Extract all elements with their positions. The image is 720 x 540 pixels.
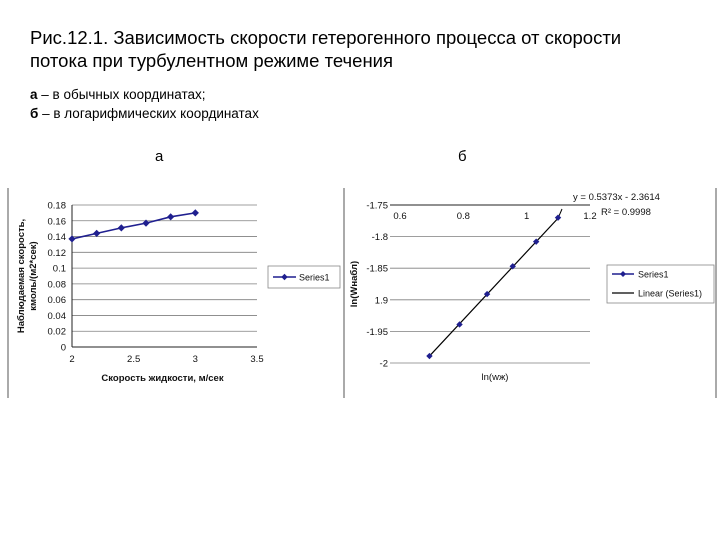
chart-a-ytick-label: 0.18 — [48, 201, 67, 212]
chart-b-trendline — [429, 217, 559, 357]
chart-a-legend-marker — [281, 273, 288, 281]
chart-a-data-point — [142, 219, 150, 227]
chart-b-data-point — [509, 263, 516, 270]
chart-b-xtick-label: 0.6 — [393, 211, 406, 222]
panel-b-label: б — [458, 148, 467, 165]
chart-b-legend-label-trend: Linear (Series1) — [638, 289, 702, 299]
chart-a-data-point — [167, 213, 175, 221]
chart-b-ytick-label: -1.95 — [366, 327, 388, 338]
chart-a-ytick-label: 0.04 — [48, 311, 67, 322]
chart-b-data-point — [483, 290, 491, 298]
subcaption-b: б – в логарифмических координатах — [30, 104, 710, 123]
chart-b-data-point — [554, 214, 562, 221]
chart-a-ytick-label: 0.16 — [48, 216, 67, 227]
figure-caption: Рис.12.1. Зависимость скорости гетероген… — [30, 26, 710, 72]
chart-b-data-point — [532, 238, 540, 245]
chart-a-ytick-label: 0.14 — [48, 232, 67, 243]
chart-a-legend-label: Series1 — [299, 273, 330, 283]
chart-a-data-point — [117, 224, 125, 232]
chart-a-data-point — [68, 235, 76, 243]
chart-a-data-point — [191, 209, 199, 217]
chart-a-y-axis-title-line1: Наблюдаемая скорость, — [16, 219, 27, 333]
chart-a-data-point — [93, 229, 101, 237]
chart-a-ytick-label: 0.1 — [53, 264, 66, 275]
subcaption-a-text: – в обычных координатах; — [37, 87, 206, 102]
chart-b-data-point — [426, 352, 433, 360]
chart-b-r-squared: R² = 0.9998 — [601, 207, 651, 218]
chart-b-xtick-label: 0.8 — [457, 211, 470, 222]
chart-b-xtick-label: 1.2 — [583, 211, 596, 222]
chart-a-legend-box — [267, 265, 341, 289]
chart-a-ytick-label: 0.02 — [48, 327, 67, 338]
chart-b-x-axis-title: ln(wж) — [482, 372, 509, 383]
chart-b-trend-equation: y = 0.5373x - 2.3614 — [573, 192, 660, 203]
caption-line-1: Рис.12.1. Зависимость скорости гетероген… — [30, 27, 622, 48]
chart-b-legend-label-series: Series1 — [638, 270, 669, 280]
chart-a-ytick-label: 0.08 — [48, 279, 67, 290]
chart-a-ytick-label: 0.12 — [48, 248, 67, 259]
chart-b-xtick-label: 1 — [524, 211, 529, 222]
chart-a-x-axis-title: Скорость жидкости, м/сек — [101, 373, 223, 384]
chart-a-ytick-label: 0 — [61, 343, 66, 354]
chart-b-ytick-label: -1.75 — [366, 201, 388, 212]
caption-line-2: потока при турбулентном режиме течения — [30, 50, 394, 71]
chart-a-ytick-label: 0.06 — [48, 295, 67, 306]
chart-b-ytick-label: -1.85 — [366, 264, 388, 275]
panel-a-label: а — [155, 148, 164, 165]
chart-b-legend-marker — [620, 271, 626, 277]
chart-b-ytick-label: -2 — [380, 359, 388, 370]
chart-a-series-line — [71, 212, 196, 240]
chart-b-y-axis-title: ln(Wнабл) — [349, 261, 360, 307]
chart-b-legend-box — [606, 264, 715, 304]
subcaption-a: а – в обычных координатах; — [30, 85, 710, 104]
chart-a-y-axis-title-line2: кмоль/(м2*сек) — [28, 241, 39, 310]
subcaption-b-letter: б — [30, 106, 39, 121]
chart-b-ytick-label: 1.9 — [375, 295, 388, 306]
subcaption-b-text: – в логарифмических координатах — [38, 106, 259, 121]
subcaption-a-letter: а — [30, 87, 38, 102]
chart-a-xtick-label: 2 — [69, 354, 74, 365]
chart-a-xtick-label: 2.5 — [127, 354, 140, 365]
chart-a-xtick-label: 3.5 — [250, 354, 263, 365]
chart-b-data-point — [456, 321, 463, 328]
chart-a-xtick-label: 3 — [193, 354, 198, 365]
chart-b-ytick-label: -1.8 — [372, 232, 388, 243]
figure-subcaption: а – в обычных координатах; б – в логариф… — [30, 85, 710, 123]
